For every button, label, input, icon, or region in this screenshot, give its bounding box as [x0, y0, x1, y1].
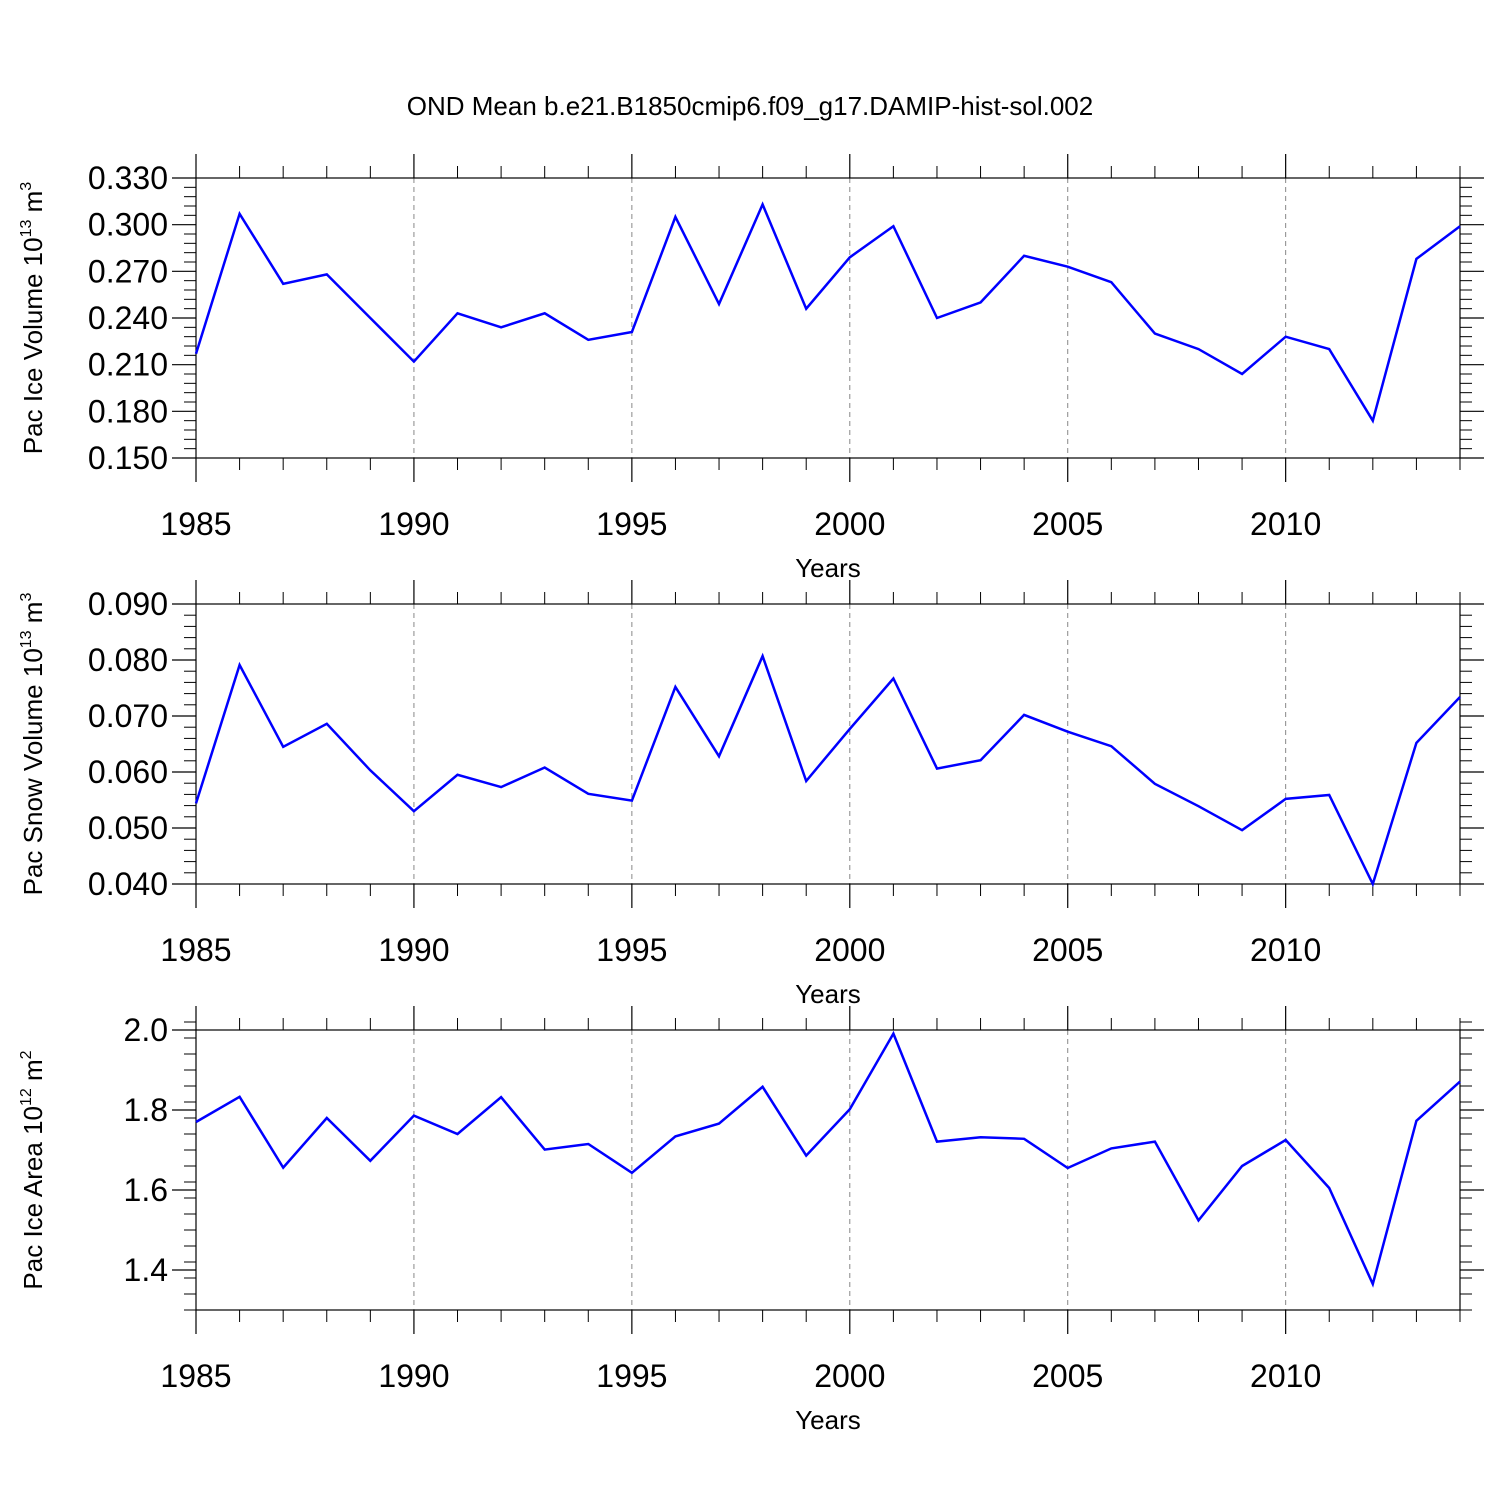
y-axis-label-exponent: 13 — [18, 630, 35, 648]
y-tick-label: 0.090 — [88, 586, 168, 622]
x-tick-label: 2000 — [814, 1358, 885, 1394]
y-axis-label-unit-exponent: 3 — [18, 182, 35, 191]
x-tick-label: 1985 — [160, 932, 231, 968]
y-tick-label: 0.070 — [88, 698, 168, 734]
y-tick-label: 1.8 — [124, 1092, 168, 1128]
y-axis-label-unit: m — [18, 191, 48, 220]
plot-frame — [195, 603, 1461, 885]
series-line — [194, 201, 1461, 424]
y-axis-label-main: Pac Snow Volume 10 — [18, 648, 48, 895]
x-tick-label: 1985 — [160, 1358, 231, 1394]
y-tick-label: 1.4 — [124, 1252, 168, 1288]
y-tick-label: 0.150 — [88, 440, 168, 476]
y-tick-label: 0.210 — [88, 347, 168, 383]
y-axis-label-exponent: 13 — [18, 219, 35, 237]
chart-title: OND Mean b.e21.B1850cmip6.f09_g17.DAMIP-… — [407, 91, 1093, 121]
x-tick-label: 2010 — [1250, 932, 1321, 968]
y-axis-label-unit-exponent: 2 — [18, 1050, 35, 1059]
x-tick-label: 2000 — [814, 932, 885, 968]
x-axis-label: Years — [795, 553, 861, 583]
y-axis-label: Pac Snow Volume 1013 m3 — [18, 593, 48, 896]
y-tick-label: 0.300 — [88, 207, 168, 243]
y-axis-label: Pac Ice Area 1012 m2 — [18, 1050, 48, 1289]
y-axis-label: Pac Ice Volume 1013 m3 — [18, 182, 48, 455]
y-tick-label: 0.080 — [88, 642, 168, 678]
x-tick-label: 1990 — [378, 932, 449, 968]
y-tick-label: 2.0 — [124, 1012, 168, 1048]
plot-frame — [195, 177, 1461, 459]
y-tick-label: 0.060 — [88, 754, 168, 790]
series-line — [194, 652, 1461, 888]
x-tick-label: 2005 — [1032, 506, 1103, 542]
x-tick-label: 2010 — [1250, 1358, 1321, 1394]
y-tick-label: 0.180 — [88, 393, 168, 429]
x-tick-label: 1990 — [378, 506, 449, 542]
x-tick-label: 1995 — [596, 506, 667, 542]
x-tick-label: 1995 — [596, 932, 667, 968]
x-tick-label: 1990 — [378, 1358, 449, 1394]
plot-frame — [195, 1029, 1461, 1311]
y-axis-label-unit: m — [18, 1059, 48, 1088]
x-tick-label: 2005 — [1032, 1358, 1103, 1394]
x-axis-label: Years — [795, 1405, 861, 1435]
x-tick-label: 1995 — [596, 1358, 667, 1394]
y-tick-label: 0.330 — [88, 160, 168, 196]
x-tick-label: 2005 — [1032, 932, 1103, 968]
y-axis-label-exponent: 12 — [18, 1088, 35, 1106]
y-axis-label-unit: m — [18, 602, 48, 631]
x-axis-label: Years — [795, 979, 861, 1009]
chart-panel-3: 1.4 1.6 1.8 2.0 1985 1990 1995 2000 2005 2010 Year… — [18, 1006, 1484, 1435]
y-tick-label: 1.6 — [124, 1172, 168, 1208]
series-line — [195, 1030, 1461, 1288]
chart-panel-1: 0.150 0.180 0.210 0.240 0.270 0.300 0.330 1985 1… — [18, 154, 1484, 583]
x-tick-label: 2010 — [1250, 506, 1321, 542]
y-tick-label: 0.270 — [88, 253, 168, 289]
chart-panel-2: 0.040 0.050 0.060 0.070 0.080 0.090 1985 1990 19… — [18, 580, 1484, 1009]
y-axis-label-main: Pac Ice Volume 10 — [18, 237, 48, 454]
y-axis-label-unit-exponent: 3 — [18, 593, 35, 602]
y-tick-label: 0.050 — [88, 810, 168, 846]
y-axis-label-main: Pac Ice Area 10 — [18, 1106, 48, 1290]
x-tick-label: 2000 — [814, 506, 885, 542]
y-tick-label: 0.040 — [88, 866, 168, 902]
y-tick-label: 0.240 — [88, 300, 168, 336]
x-tick-label: 1985 — [160, 506, 231, 542]
